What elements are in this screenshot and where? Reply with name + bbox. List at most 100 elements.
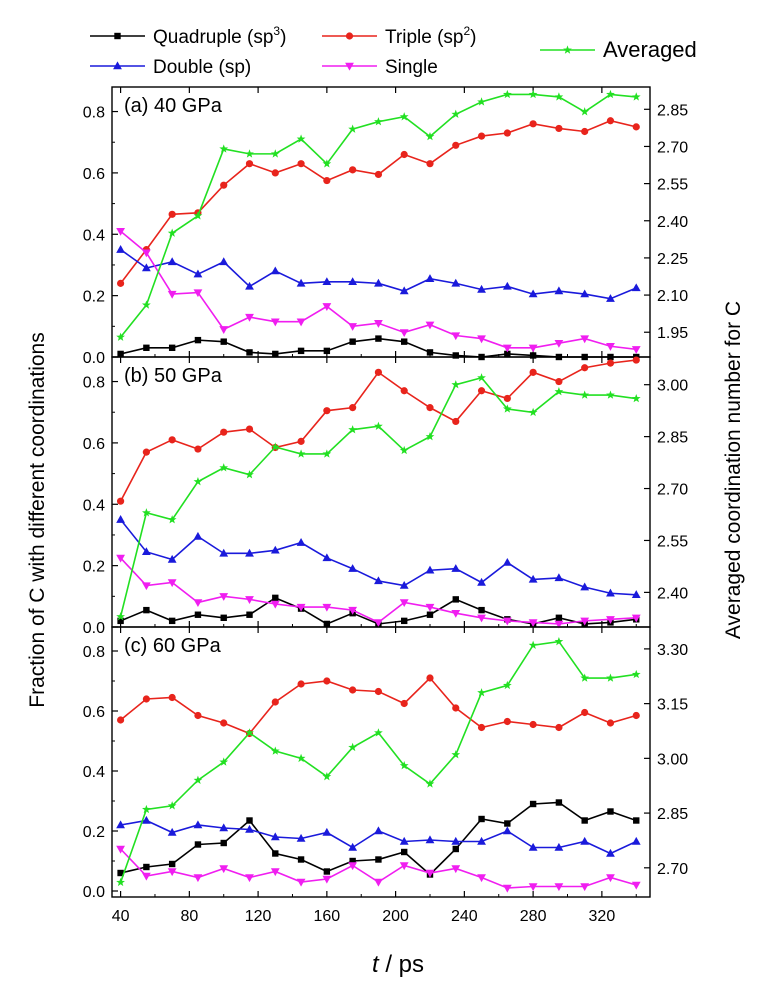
data-point-avg — [502, 89, 512, 99]
data-point-avg — [296, 134, 306, 143]
data-point-single — [425, 603, 435, 612]
data-point-single — [270, 600, 280, 609]
data-point-quad — [529, 800, 537, 808]
data-point-triple — [168, 436, 176, 444]
series-line-triple — [119, 119, 637, 284]
data-point-avg — [245, 149, 254, 158]
data-point-quad — [478, 606, 485, 614]
data-point-single — [296, 603, 306, 612]
data-point-triple — [374, 170, 383, 179]
data-point-double — [580, 836, 590, 845]
data-point-quad — [117, 869, 124, 877]
data-point-quad — [452, 352, 459, 359]
data-point-double — [141, 547, 151, 556]
data-point-avg — [245, 728, 254, 737]
data-point-double — [245, 548, 254, 557]
y2-tick-label: 2.40 — [657, 585, 688, 602]
data-point-double — [399, 836, 409, 845]
data-point-triple — [194, 445, 202, 453]
data-point-single — [528, 344, 538, 353]
data-point-double — [425, 835, 435, 844]
data-point-avg — [425, 779, 435, 788]
panel-2: 0.0 0.2 0.4 0.6 0.8 2.70 2.85 3.00 3.15 3.30 40 80 1… — [83, 626, 688, 925]
data-point-quad — [194, 336, 202, 344]
data-point-triple — [323, 407, 331, 415]
data-point-avg — [606, 673, 615, 682]
data-point-single — [116, 554, 125, 563]
data-point-triple — [349, 686, 357, 694]
data-point-quad — [323, 620, 331, 628]
data-point-avg — [219, 144, 229, 153]
data-point-avg — [219, 757, 229, 766]
data-point-avg — [399, 445, 409, 455]
data-point-quad — [555, 799, 563, 806]
y2-tick-label: 3.30 — [657, 642, 688, 659]
data-point-quad — [246, 817, 253, 824]
data-point-single — [554, 620, 564, 629]
panel-label: (c) 60 GPa — [124, 635, 222, 657]
data-point-single — [348, 606, 358, 615]
data-point-avg — [142, 300, 151, 309]
data-point-triple — [426, 674, 434, 682]
legend-label-avg: Averaged — [603, 37, 697, 62]
data-point-avg — [142, 508, 151, 517]
data-point-quad — [607, 808, 614, 815]
data-point-double — [606, 588, 615, 597]
data-point-triple — [632, 711, 640, 720]
data-point-double — [528, 574, 538, 583]
data-point-single — [528, 883, 538, 892]
series-double — [116, 815, 641, 857]
data-point-double — [477, 284, 486, 293]
data-point-single — [296, 318, 306, 327]
legend: Quadruple (sp3) Triple (sp2) Double (sp) Si… — [90, 24, 697, 78]
data-point-quad — [504, 350, 511, 358]
legend-marker-triple — [345, 32, 354, 40]
data-point-triple — [297, 437, 305, 445]
data-point-single — [399, 862, 409, 871]
data-point-avg — [451, 380, 461, 389]
data-point-triple — [374, 687, 383, 696]
legend-marker-double — [113, 61, 122, 70]
data-point-quad — [168, 860, 176, 868]
y-tick-label: 0.2 — [83, 289, 105, 306]
data-point-avg — [528, 89, 538, 99]
data-point-avg — [167, 228, 177, 237]
data-point-quad — [220, 839, 227, 847]
data-point-double — [141, 263, 151, 272]
x-tick-label: 120 — [245, 908, 272, 925]
data-point-avg — [554, 92, 564, 101]
data-point-double — [528, 842, 538, 851]
data-point-triple — [142, 695, 150, 703]
series-avg — [116, 373, 641, 621]
data-point-quad — [143, 863, 150, 871]
legend-item-single: Single — [322, 57, 438, 78]
data-point-quad — [426, 349, 434, 356]
panels: 0.0 0.2 0.4 0.6 0.8 1.95 2.10 2.25 2.40 2.55 2.70 2… — [83, 86, 688, 925]
data-point-quad — [143, 606, 150, 614]
data-point-double — [528, 289, 538, 298]
series-single — [116, 554, 641, 629]
data-point-single — [477, 614, 486, 623]
data-point-triple — [477, 132, 486, 140]
data-point-quad — [633, 817, 640, 824]
y-tick-label: 0.6 — [83, 436, 105, 453]
data-point-quad — [478, 815, 485, 823]
data-point-triple — [142, 448, 150, 456]
data-point-single — [451, 609, 461, 618]
data-point-avg — [580, 107, 590, 116]
data-point-double — [554, 573, 564, 582]
data-point-quad — [272, 850, 279, 857]
y2-tick-label: 3.00 — [657, 751, 688, 768]
data-point-double — [141, 815, 151, 824]
data-point-avg — [193, 211, 203, 220]
data-point-single — [348, 323, 358, 331]
data-point-triple — [168, 210, 176, 218]
data-point-avg — [631, 669, 641, 679]
data-point-avg — [606, 89, 615, 99]
data-point-single — [554, 339, 564, 348]
data-point-avg — [142, 804, 151, 814]
data-point-quad — [220, 338, 227, 345]
data-point-triple — [606, 359, 615, 367]
data-point-triple — [220, 181, 228, 189]
data-point-double — [631, 283, 641, 292]
